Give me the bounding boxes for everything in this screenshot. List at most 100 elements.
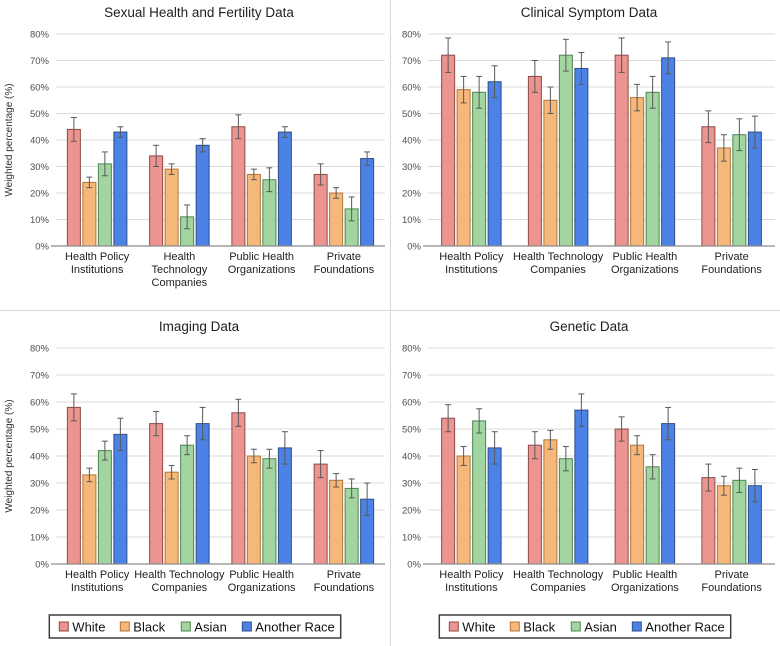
y-tick-label: 60% <box>402 398 422 409</box>
chart-title: Genetic Data <box>550 319 629 334</box>
legend-swatch-white <box>58 621 69 632</box>
category-label: Private Foundations <box>701 251 762 276</box>
legend-label: Black <box>523 620 555 635</box>
bar-another-race <box>195 144 210 247</box>
category-label: Health Technology Companies <box>152 251 208 289</box>
y-tick-label: 10% <box>402 533 422 544</box>
legend-box <box>48 614 342 639</box>
bar-another-race <box>360 158 375 247</box>
bar-white <box>527 75 542 247</box>
bar-asian <box>732 134 747 247</box>
y-tick-label: 70% <box>30 56 50 67</box>
bar-white <box>149 155 164 247</box>
y-tick-label: 20% <box>30 189 50 200</box>
bar-white <box>149 423 164 565</box>
y-tick-label: 30% <box>402 162 422 173</box>
y-tick-label: 30% <box>30 162 50 173</box>
legend-label: White <box>462 620 495 635</box>
bar-black <box>246 173 261 247</box>
y-tick-label: 10% <box>30 533 50 544</box>
y-tick-label: 50% <box>30 425 50 436</box>
y-tick-label: 0% <box>35 560 49 571</box>
bar-asian <box>262 458 277 565</box>
bar-black <box>246 455 261 565</box>
category-label: Public Health Organizations <box>611 251 679 276</box>
bar-asian <box>645 91 660 247</box>
category-label: Health Policy Institutions <box>439 569 504 594</box>
bar-asian <box>472 420 487 565</box>
legend-label: Another Race <box>645 620 725 635</box>
legend-swatch-black <box>119 621 130 632</box>
bar-white <box>313 463 328 565</box>
bar-another-race <box>487 81 502 247</box>
bar-another-race <box>661 423 676 565</box>
bar-black <box>716 147 731 247</box>
y-tick-label: 20% <box>30 506 50 517</box>
legend-label: Asian <box>194 620 227 635</box>
vertical-divider <box>390 0 391 646</box>
legend-swatch-black <box>509 621 520 632</box>
legend-swatch-another-race <box>631 621 642 632</box>
bar-white <box>66 406 81 565</box>
bar-black <box>164 471 179 565</box>
y-tick-label: 50% <box>30 109 50 120</box>
legend-swatch-asian <box>180 621 191 632</box>
bar-white <box>701 126 716 247</box>
legend-box <box>438 614 732 639</box>
category-label: Public Health Organizations <box>228 569 296 594</box>
bar-black <box>716 485 731 565</box>
category-label: Health Policy Institutions <box>65 251 130 276</box>
legend-label: Another Race <box>255 620 334 635</box>
category-label: Health Policy Institutions <box>65 569 130 594</box>
y-tick-label: 40% <box>402 452 422 463</box>
category-label: Public Health Organizations <box>228 251 296 276</box>
bar-chart: Genetic Data 0% 10% 20% 30% 40% 50% 60% 70% 80% He… <box>402 319 775 639</box>
category-label: Private Foundations <box>314 251 375 276</box>
category-label: Public Health Organizations <box>611 569 679 594</box>
bar-chart: Clinical Symptom Data 0% 10% 20% 30% 40% 50% 60… <box>402 5 775 276</box>
y-tick-label: 60% <box>30 398 50 409</box>
bar-another-race <box>574 409 589 565</box>
y-tick-label: 70% <box>402 371 422 382</box>
bar-another-race <box>487 447 502 565</box>
bar-another-race <box>113 131 128 247</box>
bar-chart: Sexual Health and Fertility Data Weighted… <box>4 5 385 289</box>
legend-swatch-another-race <box>241 621 252 632</box>
y-tick-label: 60% <box>402 83 422 94</box>
y-axis-label: Weighted percentage (%) <box>4 399 15 512</box>
category-label: Health Policy Institutions <box>439 251 504 276</box>
bar-asian <box>558 54 573 247</box>
y-tick-label: 40% <box>30 136 50 147</box>
legend-swatch-white <box>448 621 459 632</box>
y-tick-label: 40% <box>402 136 422 147</box>
legend-label: Black <box>133 620 165 635</box>
y-tick-label: 60% <box>30 83 50 94</box>
bar-asian <box>344 487 359 565</box>
bar-black <box>456 455 471 565</box>
bar-another-race <box>747 131 762 247</box>
bar-asian <box>645 466 660 565</box>
bar-another-race <box>277 447 292 565</box>
y-tick-label: 20% <box>402 189 422 200</box>
bar-black <box>543 99 558 247</box>
bar-another-race <box>661 57 676 247</box>
y-tick-label: 50% <box>402 109 422 120</box>
bar-white <box>614 428 629 565</box>
bar-black <box>630 97 645 247</box>
category-label: Health Technology Companies <box>513 251 604 276</box>
legend-label: Asian <box>584 620 617 635</box>
bar-black <box>630 444 645 565</box>
bar-asian <box>180 444 195 565</box>
category-label: Private Foundations <box>314 569 375 594</box>
y-tick-label: 80% <box>402 30 422 41</box>
category-label: Health Technology Companies <box>134 569 225 594</box>
bar-another-race <box>195 423 210 565</box>
bar-black <box>329 192 344 247</box>
panel-sexual-health-fertility: Sexual Health and Fertility Data Weighted… <box>0 0 390 310</box>
bar-black <box>543 439 558 565</box>
bar-black <box>82 474 97 565</box>
y-tick-label: 10% <box>402 215 422 226</box>
y-tick-label: 10% <box>30 215 50 226</box>
